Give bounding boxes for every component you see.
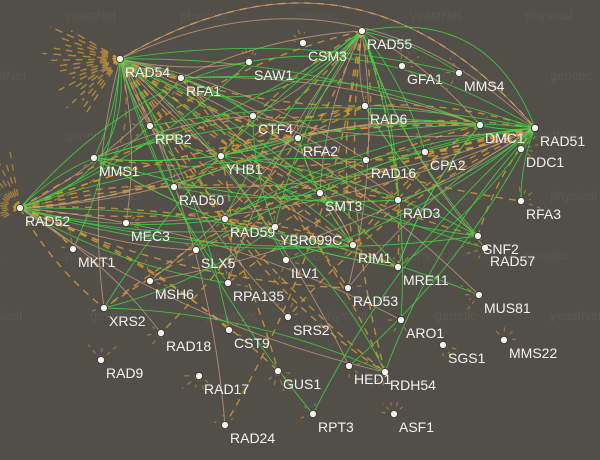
svg-text:MUS81: MUS81 [484, 300, 531, 316]
svg-text:RAD17: RAD17 [204, 381, 249, 397]
svg-text:RPT3: RPT3 [318, 419, 354, 435]
svg-text:physical: physical [180, 8, 227, 23]
svg-text:genetic: genetic [435, 308, 477, 323]
svg-text:RAD24: RAD24 [230, 430, 275, 446]
svg-text:MSH6: MSH6 [155, 286, 194, 302]
svg-text:genetic: genetic [295, 8, 337, 23]
svg-text:GFA1: GFA1 [407, 71, 443, 87]
svg-text:RAD55: RAD55 [367, 36, 412, 52]
svg-text:RAD3: RAD3 [403, 205, 441, 221]
svg-text:RAD54: RAD54 [125, 64, 170, 80]
svg-text:yeastNet: yeastNet [0, 68, 27, 83]
svg-text:RAD57: RAD57 [490, 253, 535, 269]
svg-text:DDC1: DDC1 [526, 154, 564, 170]
svg-text:genetic: genetic [65, 128, 107, 143]
svg-text:RAD51: RAD51 [540, 133, 585, 149]
svg-text:MMS4: MMS4 [464, 78, 505, 94]
svg-text:genetic: genetic [550, 68, 592, 83]
svg-text:RAD6: RAD6 [370, 111, 408, 127]
svg-text:CST9: CST9 [234, 335, 270, 351]
svg-text:RFA3: RFA3 [526, 206, 561, 222]
svg-text:SGS1: SGS1 [448, 350, 486, 366]
svg-text:yeastNet: yeastNet [550, 308, 600, 323]
svg-text:GUS1: GUS1 [283, 376, 321, 392]
svg-text:MMS22: MMS22 [509, 345, 557, 361]
svg-text:MKT1: MKT1 [78, 254, 116, 270]
svg-text:SMT3: SMT3 [325, 198, 363, 214]
svg-text:RAD59: RAD59 [230, 224, 275, 240]
svg-text:RIM1: RIM1 [358, 250, 392, 266]
svg-text:SRS2: SRS2 [293, 322, 330, 338]
svg-text:DMC1: DMC1 [485, 130, 525, 146]
svg-text:RFA2: RFA2 [303, 143, 338, 159]
svg-text:RAD9: RAD9 [106, 365, 144, 381]
svg-text:physical: physical [550, 188, 597, 203]
svg-text:RAD16: RAD16 [371, 165, 416, 181]
svg-text:RPB2: RPB2 [155, 131, 192, 147]
svg-text:yeastNet: yeastNet [410, 8, 462, 23]
svg-text:SAW1: SAW1 [254, 67, 293, 83]
svg-text:YHB1: YHB1 [226, 161, 263, 177]
svg-text:CTF4: CTF4 [258, 121, 293, 137]
svg-text:MRE11: MRE11 [403, 272, 449, 288]
svg-text:RAD52: RAD52 [25, 213, 70, 229]
svg-text:RPA135: RPA135 [233, 288, 284, 304]
svg-text:ARO1: ARO1 [406, 325, 444, 341]
svg-text:CSM3: CSM3 [308, 48, 347, 64]
svg-text:physical: physical [320, 308, 367, 323]
svg-text:RAD53: RAD53 [353, 293, 398, 309]
svg-text:HED1: HED1 [354, 371, 392, 387]
svg-text:SLX5: SLX5 [201, 255, 235, 271]
svg-text:MMS1: MMS1 [99, 163, 140, 179]
svg-text:RAD18: RAD18 [166, 338, 211, 354]
svg-text:physical: physical [0, 308, 22, 323]
svg-text:ILV1: ILV1 [291, 265, 319, 281]
svg-text:ASF1: ASF1 [399, 419, 434, 435]
svg-text:RAD50: RAD50 [179, 192, 224, 208]
svg-text:yeastNet: yeastNet [65, 8, 117, 23]
svg-text:physical: physical [525, 8, 572, 23]
svg-text:MEC3: MEC3 [131, 228, 170, 244]
svg-text:RFA1: RFA1 [186, 83, 221, 99]
svg-text:RDH54: RDH54 [390, 377, 436, 393]
svg-text:YBR099C: YBR099C [280, 232, 342, 248]
svg-text:genetic: genetic [205, 68, 247, 83]
svg-text:XRS2: XRS2 [109, 313, 146, 329]
svg-text:CPA2: CPA2 [430, 157, 466, 173]
